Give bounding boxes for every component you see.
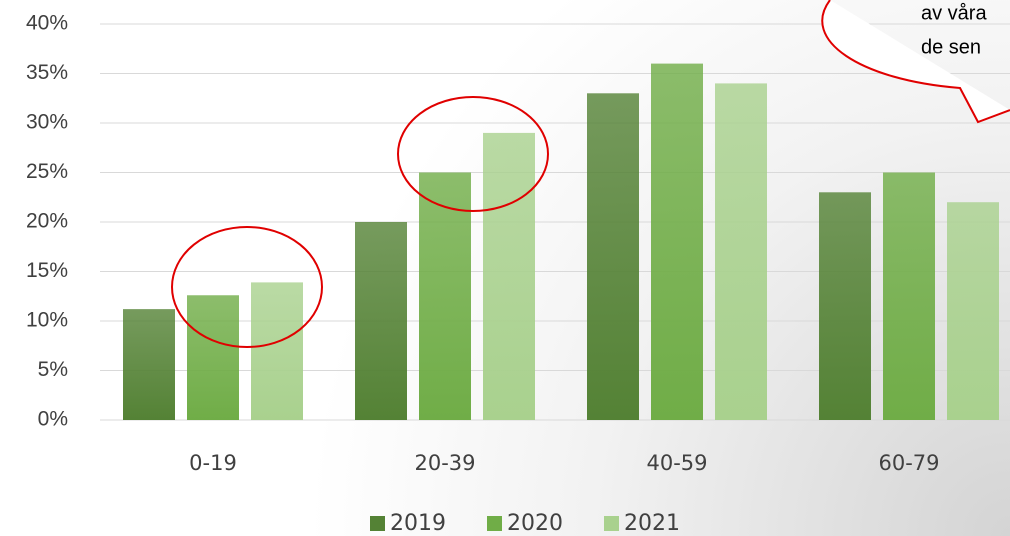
y-tick-label: 40% <box>26 12 68 35</box>
bar <box>419 172 471 420</box>
y-tick-label: 30% <box>26 111 68 134</box>
bar <box>947 202 999 420</box>
bar <box>483 132 535 420</box>
bar <box>355 222 407 420</box>
legend-swatch <box>370 516 385 531</box>
bar <box>715 83 767 421</box>
annotation: av våra <box>921 2 987 24</box>
highlights <box>171 96 549 348</box>
y-tick-label: 35% <box>26 61 68 84</box>
y-tick-label: 20% <box>26 210 68 233</box>
bar <box>251 282 303 420</box>
bar <box>123 309 175 420</box>
legend-label: 2020 <box>507 511 563 536</box>
legend-swatch <box>487 516 502 531</box>
x-tick-label: 0-19 <box>189 451 237 475</box>
legend-label: 2021 <box>624 511 680 536</box>
bar <box>587 93 639 421</box>
annotation: de sen <box>921 36 981 58</box>
y-tick-label: 0% <box>38 408 68 431</box>
y-tick-label: 5% <box>38 358 68 381</box>
bar <box>651 63 703 420</box>
y-tick-label: 15% <box>26 259 68 282</box>
bar <box>187 295 239 420</box>
legend-swatch <box>604 516 619 531</box>
x-tick-label: 60-79 <box>878 451 939 475</box>
y-tick-label: 25% <box>26 160 68 183</box>
highlight-circle <box>397 96 549 212</box>
callout <box>821 0 1010 124</box>
plot: 0% 5% 10% 15% 20% 25% 30% 35% 40% 0-19 20-39 40-59 6… <box>26 12 1010 536</box>
x-tick-label: 20-39 <box>414 451 475 475</box>
highlight-circle <box>171 226 323 348</box>
legend-label: 2019 <box>390 511 446 536</box>
bar <box>819 192 871 420</box>
x-tick-label: 40-59 <box>646 451 707 475</box>
bar <box>883 172 935 420</box>
y-tick-label: 10% <box>26 309 68 332</box>
